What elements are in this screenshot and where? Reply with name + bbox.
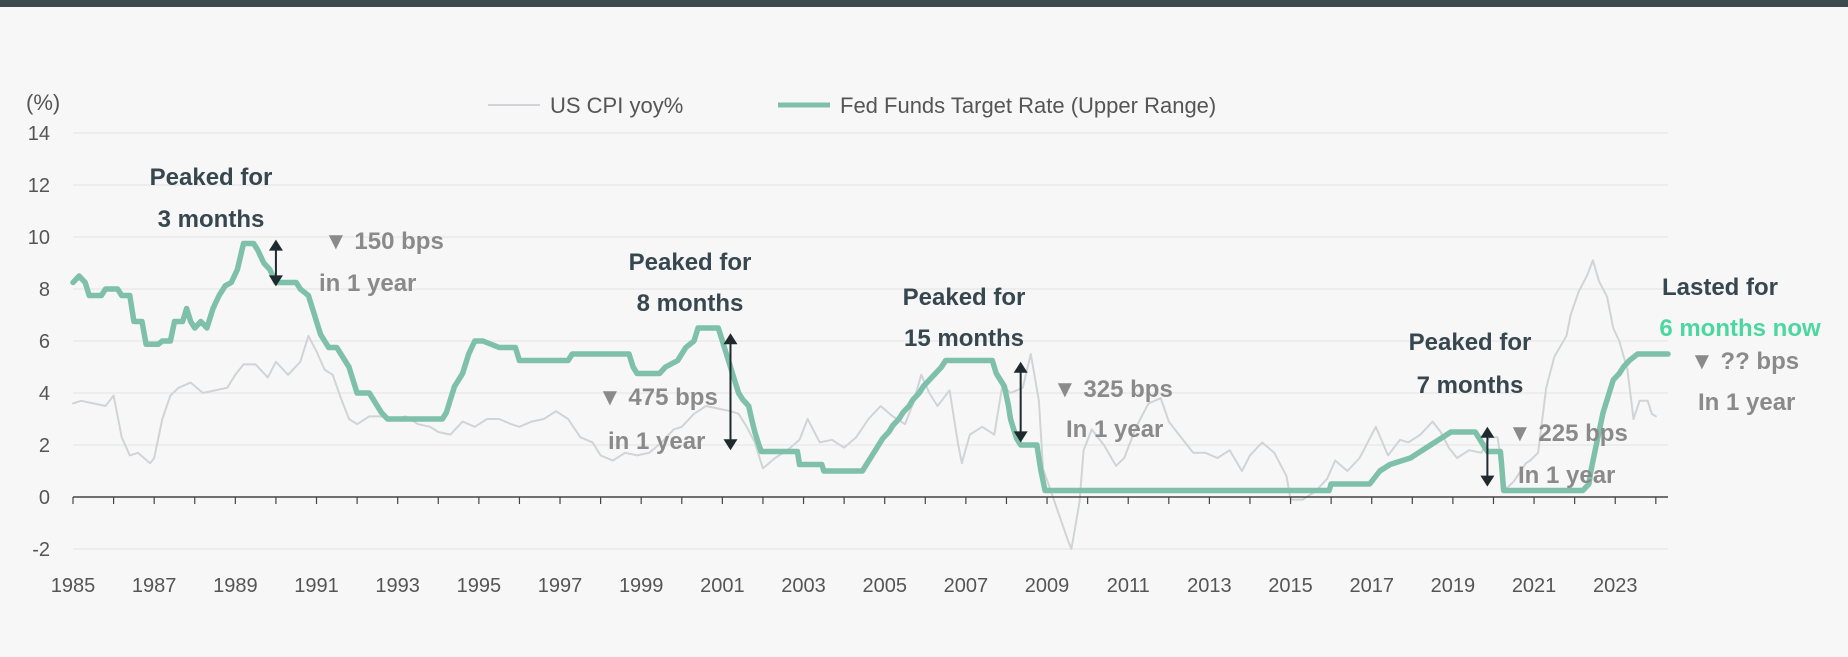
x-tick-label: 1989 xyxy=(213,575,258,597)
annotation-1989-period: in 1 year xyxy=(319,270,416,297)
annotation-2019-period: In 1 year xyxy=(1518,462,1615,489)
x-tick-label: 2023 xyxy=(1593,575,1638,597)
x-tick-label: 2003 xyxy=(781,575,826,597)
annotation-2007-line1: Peaked for xyxy=(903,284,1026,311)
y-tick-label: 6 xyxy=(39,331,50,353)
x-tick-label: 2009 xyxy=(1025,575,1070,597)
x-tick-label: 1993 xyxy=(375,575,420,597)
x-tick-label: 2017 xyxy=(1349,575,1394,597)
x-tick-label: 1991 xyxy=(294,575,339,597)
y-tick-label: 0 xyxy=(39,487,50,509)
peak-2000-arrow xyxy=(723,333,738,451)
annotation-2000-line1: Peaked for xyxy=(629,249,752,276)
peak-2019-arrow xyxy=(1480,426,1495,487)
annotation-2007-period: In 1 year xyxy=(1066,416,1163,443)
annotation-1989: Peaked for 3 months ▼ 150 bps in 1 year xyxy=(150,164,444,297)
annotation-2023-cut: ▼ ?? bps xyxy=(1690,348,1799,375)
peak-2007-arrow xyxy=(1013,361,1028,443)
annotation-1989-line1: Peaked for xyxy=(150,164,273,191)
annotation-1989-line2: 3 months xyxy=(158,206,265,233)
legend-cpi-label: US CPI yoy% xyxy=(550,93,683,118)
annotation-2019-line1: Peaked for xyxy=(1409,329,1532,356)
x-tick-label: 2021 xyxy=(1512,575,1557,597)
annotation-2019: Peaked for 7 months ▼ 225 bps In 1 year xyxy=(1409,329,1628,489)
y-tick-label: 4 xyxy=(39,383,50,405)
x-tick-label: 2001 xyxy=(700,575,745,597)
x-tick-label: 1995 xyxy=(457,575,502,597)
fed-funds-series-line xyxy=(70,240,1671,494)
annotation-2000-line2: 8 months xyxy=(637,290,744,317)
x-tick-label: 2013 xyxy=(1187,575,1232,597)
arrow-layer xyxy=(268,239,1495,487)
y-tick-label: 8 xyxy=(39,279,50,301)
annotation-2023-period: In 1 year xyxy=(1698,389,1795,416)
x-tick-label: 1987 xyxy=(132,575,177,597)
x-tick-label: 2007 xyxy=(944,575,989,597)
x-tick-label: 2005 xyxy=(862,575,907,597)
annotation-2007: Peaked for 15 months ▼ 325 bps In 1 year xyxy=(903,284,1173,443)
annotation-2023-line1: Lasted for xyxy=(1662,274,1778,301)
axis-layer: -2 0 2 4 6 8 10 12 14 1985 1987 1989 1991 1993 1995 199… xyxy=(28,123,1668,597)
legend-fed-label: Fed Funds Target Rate (Upper Range) xyxy=(840,93,1216,118)
annotation-2007-line2: 15 months xyxy=(904,325,1024,352)
y-tick-label: 10 xyxy=(28,227,50,249)
legend: US CPI yoy% Fed Funds Target Rate (Upper… xyxy=(488,93,1216,118)
y-tick-label: 12 xyxy=(28,175,50,197)
annotation-2023: Lasted for 6 months now ▼ ?? bps In 1 ye… xyxy=(1659,274,1821,416)
x-tick-label: 1999 xyxy=(619,575,664,597)
y-tick-label: 14 xyxy=(28,123,50,145)
x-tick-label: 2015 xyxy=(1268,575,1313,597)
annotation-2007-cut: ▼ 325 bps xyxy=(1053,376,1173,403)
y-axis-label: (%) xyxy=(26,90,60,115)
series-layer xyxy=(70,240,1671,550)
annotation-2019-line2: 7 months xyxy=(1417,372,1524,399)
top-border-bar xyxy=(0,0,1848,7)
x-tick-label: 2019 xyxy=(1431,575,1476,597)
x-tick-label: 1997 xyxy=(538,575,583,597)
y-tick-label: 2 xyxy=(39,435,50,457)
x-tick-label: 1985 xyxy=(51,575,96,597)
annotation-2023-line2: 6 months now xyxy=(1659,315,1821,342)
annotation-2000: Peaked for 8 months ▼ 475 bps in 1 year xyxy=(598,249,751,455)
annotation-2000-cut: ▼ 475 bps xyxy=(598,384,718,411)
x-tick-label: 2011 xyxy=(1107,575,1150,597)
annotation-2000-period: in 1 year xyxy=(608,428,705,455)
peak-1989-arrow xyxy=(268,239,283,287)
y-tick-label: -2 xyxy=(32,539,50,561)
annotation-1989-cut: ▼ 150 bps xyxy=(324,228,444,255)
annotation-2019-cut: ▼ 225 bps xyxy=(1508,420,1628,447)
